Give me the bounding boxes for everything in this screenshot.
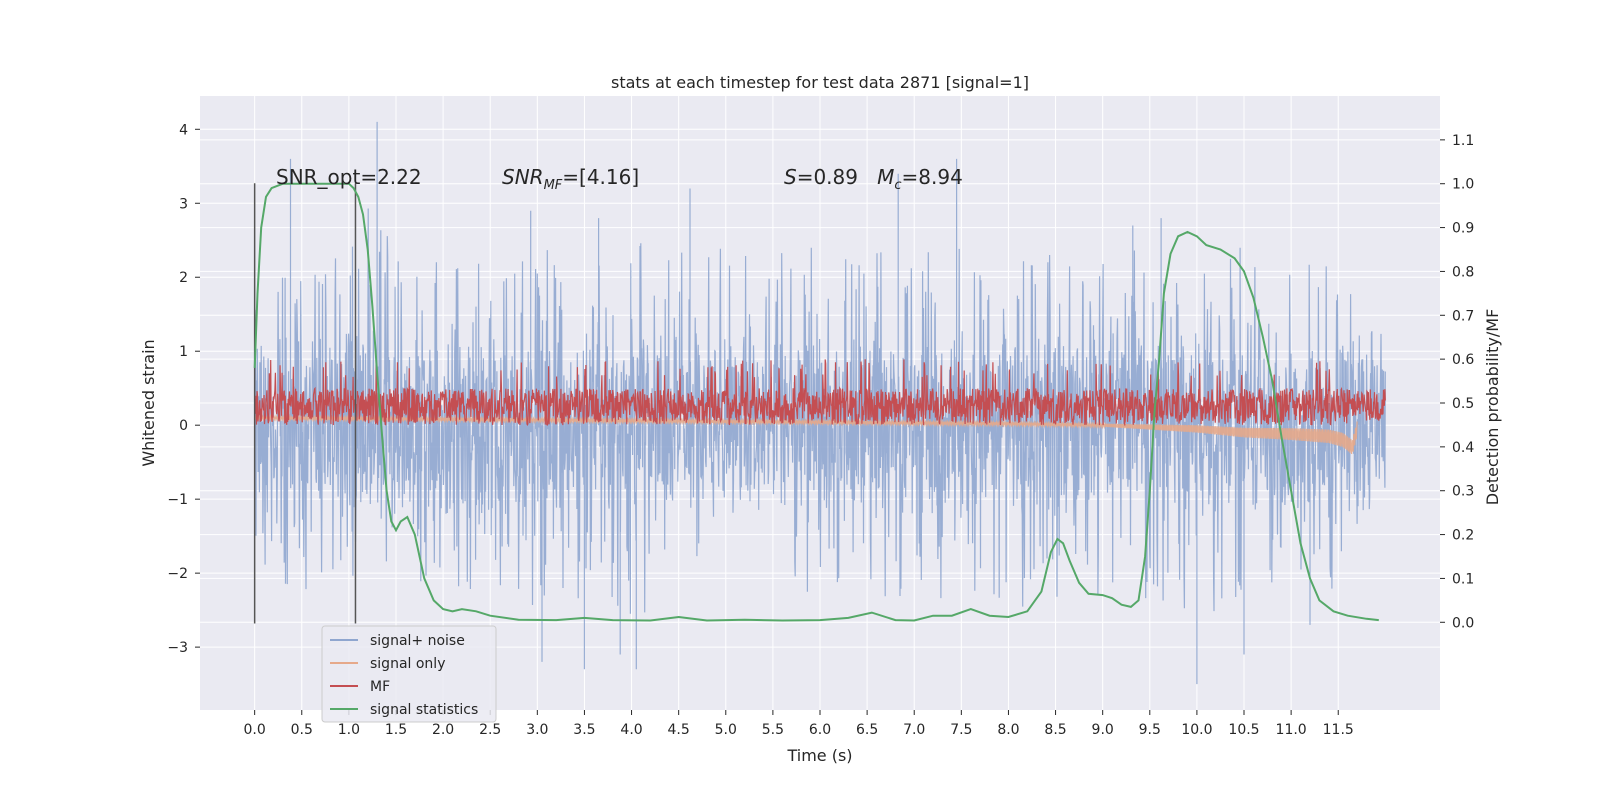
x-tick-label: 3.0 bbox=[526, 722, 548, 738]
chart-title: stats at each timestep for test data 287… bbox=[611, 73, 1029, 92]
x-tick-label: 9.0 bbox=[1092, 722, 1114, 738]
legend: signal+ noise signal only MF signal stat… bbox=[321, 625, 497, 723]
x-tick-label: 6.0 bbox=[809, 722, 831, 738]
x-tick-label: 2.0 bbox=[432, 722, 454, 738]
series-signal-only bbox=[254, 413, 1358, 455]
annotation-mc-subscript: c bbox=[894, 178, 901, 193]
series-mf bbox=[254, 359, 1386, 427]
legend-label-signal-statistics: signal statistics bbox=[370, 702, 478, 718]
annotation-snr-opt: SNR_opt=2.22 bbox=[276, 165, 422, 189]
x-tick-label: 8.0 bbox=[997, 722, 1019, 738]
x-tick-label: 1.5 bbox=[385, 722, 407, 738]
x-tick-label: 8.5 bbox=[1044, 722, 1066, 738]
legend-label-mf: MF bbox=[370, 679, 390, 695]
x-tick-label: 5.5 bbox=[762, 722, 784, 738]
annotation-snr-mf: SNRMF=[4.16] bbox=[502, 165, 639, 193]
y2-tick-label: 0.1 bbox=[1452, 571, 1474, 587]
y-tick-label: 1 bbox=[179, 344, 188, 360]
x-tick-label: 0.5 bbox=[291, 722, 313, 738]
ticks: 0.0 0.5 1.0 1.5 2.0 2.5 3.0 3.5 4.0 4.5 5.0 5.5 6.0 6… bbox=[167, 122, 1474, 738]
annotation-s-symbol: S bbox=[784, 165, 797, 189]
y-tick-label: 4 bbox=[179, 122, 188, 138]
x-tick-label: 11.5 bbox=[1323, 722, 1354, 738]
y-tick-label: −2 bbox=[167, 566, 188, 582]
y2-tick-label: 0.6 bbox=[1452, 352, 1474, 368]
x-tick-label: 9.5 bbox=[1139, 722, 1161, 738]
y2-tick-label: 0.5 bbox=[1452, 396, 1474, 412]
y2-tick-label: 0.4 bbox=[1452, 440, 1474, 456]
y2-tick-label: 1.1 bbox=[1452, 133, 1474, 149]
x-tick-label: 4.0 bbox=[620, 722, 642, 738]
annotation-snr-mf-value: =[4.16] bbox=[562, 165, 639, 189]
x-tick-label: 7.0 bbox=[903, 722, 925, 738]
x-tick-label: 11.0 bbox=[1276, 722, 1307, 738]
annotation-s-value: =0.89 bbox=[797, 165, 877, 189]
x-tick-label: 0.0 bbox=[244, 722, 266, 738]
x-tick-label: 5.0 bbox=[715, 722, 737, 738]
annotation-snr-mf-snr: SNR bbox=[502, 165, 544, 189]
annotation-s-mc: S=0.89 Mc=8.94 bbox=[784, 165, 963, 193]
x-tick-label: 6.5 bbox=[856, 722, 878, 738]
x-tick-label: 10.5 bbox=[1228, 722, 1259, 738]
x-axis-label: Time (s) bbox=[786, 746, 852, 765]
y-tick-label: 0 bbox=[179, 418, 188, 434]
y-tick-label: −3 bbox=[167, 640, 188, 656]
x-tick-label: 2.5 bbox=[479, 722, 501, 738]
y-tick-label: 2 bbox=[179, 270, 188, 286]
y-tick-label: 3 bbox=[179, 196, 188, 212]
x-tick-label: 4.5 bbox=[668, 722, 690, 738]
y2-tick-label: 0.2 bbox=[1452, 528, 1474, 544]
series-layer bbox=[253, 121, 1386, 685]
annotation-mc-symbol: M bbox=[877, 165, 894, 189]
x-tick-label: 3.5 bbox=[573, 722, 595, 738]
series-signal-statistics bbox=[253, 182, 1379, 622]
x-tick-label: 10.0 bbox=[1181, 722, 1212, 738]
annotation-snr-mf-subscript: MF bbox=[544, 178, 563, 193]
x-tick-label: 1.0 bbox=[338, 722, 360, 738]
y2-tick-label: 0.0 bbox=[1452, 615, 1474, 631]
y2-tick-label: 0.8 bbox=[1452, 264, 1474, 280]
legend-box bbox=[321, 625, 497, 723]
y2-tick-label: 0.9 bbox=[1452, 221, 1474, 237]
y2-tick-label: 0.3 bbox=[1452, 484, 1474, 500]
y2-tick-label: 1.0 bbox=[1452, 177, 1474, 193]
legend-label-signal-noise: signal+ noise bbox=[370, 633, 465, 649]
legend-label-signal-only: signal only bbox=[370, 656, 445, 672]
y2-axis-label: Detection probability/MF bbox=[1483, 309, 1502, 506]
annotation-mc-value: =8.94 bbox=[902, 165, 963, 189]
y2-tick-label: 0.7 bbox=[1452, 308, 1474, 324]
y-axis-label: Whitened strain bbox=[139, 339, 158, 466]
x-tick-label: 7.5 bbox=[950, 722, 972, 738]
y-tick-label: −1 bbox=[167, 492, 188, 508]
